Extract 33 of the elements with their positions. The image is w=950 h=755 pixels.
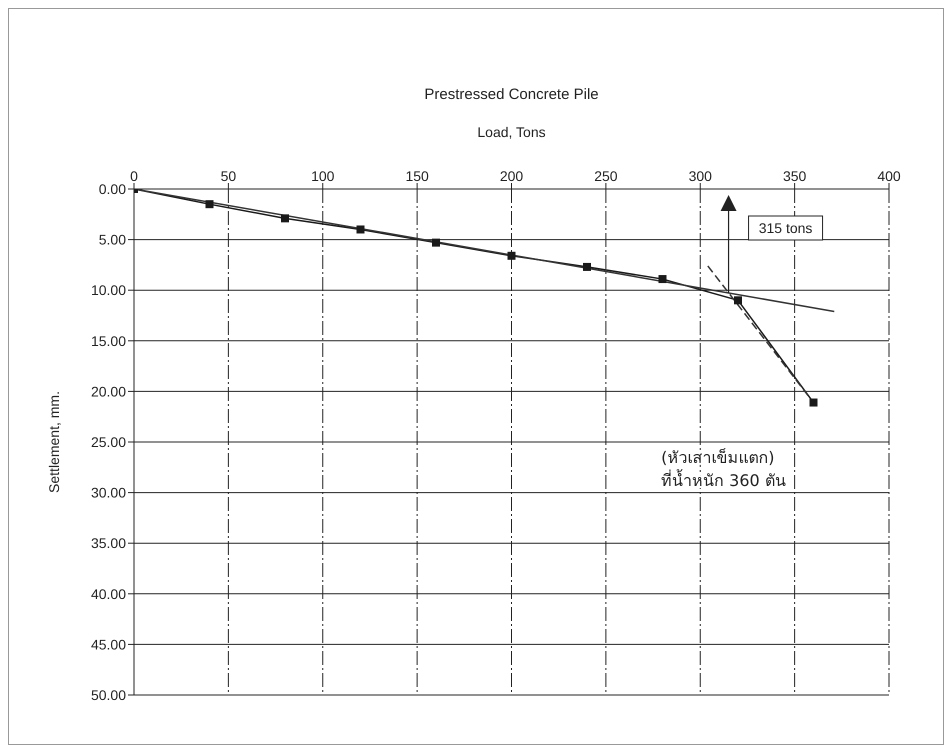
y-tick-label: 25.00 [90,434,126,450]
point [206,200,214,208]
y-tick-label: 45.00 [90,636,126,652]
point [432,238,440,247]
x-tick-label: 300 [688,168,712,184]
x-axis-title: Load, Tons [477,124,546,140]
y-axis-title: Settlement, mm. [46,391,62,493]
x-tick-label: 50 [220,168,236,184]
x-tick-label: 100 [311,168,335,184]
point [356,225,364,234]
y-tick-label: 10.00 [90,282,126,298]
x-tick-label: 200 [500,168,524,184]
y-tick-label: 50.00 [90,686,126,703]
point [810,398,818,407]
point [658,275,666,284]
y-tick-label: 15.00 [90,332,126,349]
point [583,262,591,271]
point [281,214,289,222]
point [508,252,516,260]
y-tick-label: 30.00 [90,484,126,501]
y-tick-label: 20.00 [90,383,126,400]
ref-line-label: 315 tons [758,220,812,236]
point [734,296,742,304]
x-tick-label: 150 [405,168,430,184]
x-tick-label: 0 [130,168,138,184]
y-tick-label: 40.00 [90,586,126,602]
y-tick-label: 35.00 [90,535,126,552]
x-tick-label: 250 [594,168,618,184]
y-tick-label: 0.00 [98,180,126,197]
x-tick-label: 400 [877,168,901,184]
x-tick-label: 350 [782,168,807,184]
y-tick-label: 5.00 [98,232,126,248]
chart-title: Prestressed Concrete Pile [424,86,599,103]
